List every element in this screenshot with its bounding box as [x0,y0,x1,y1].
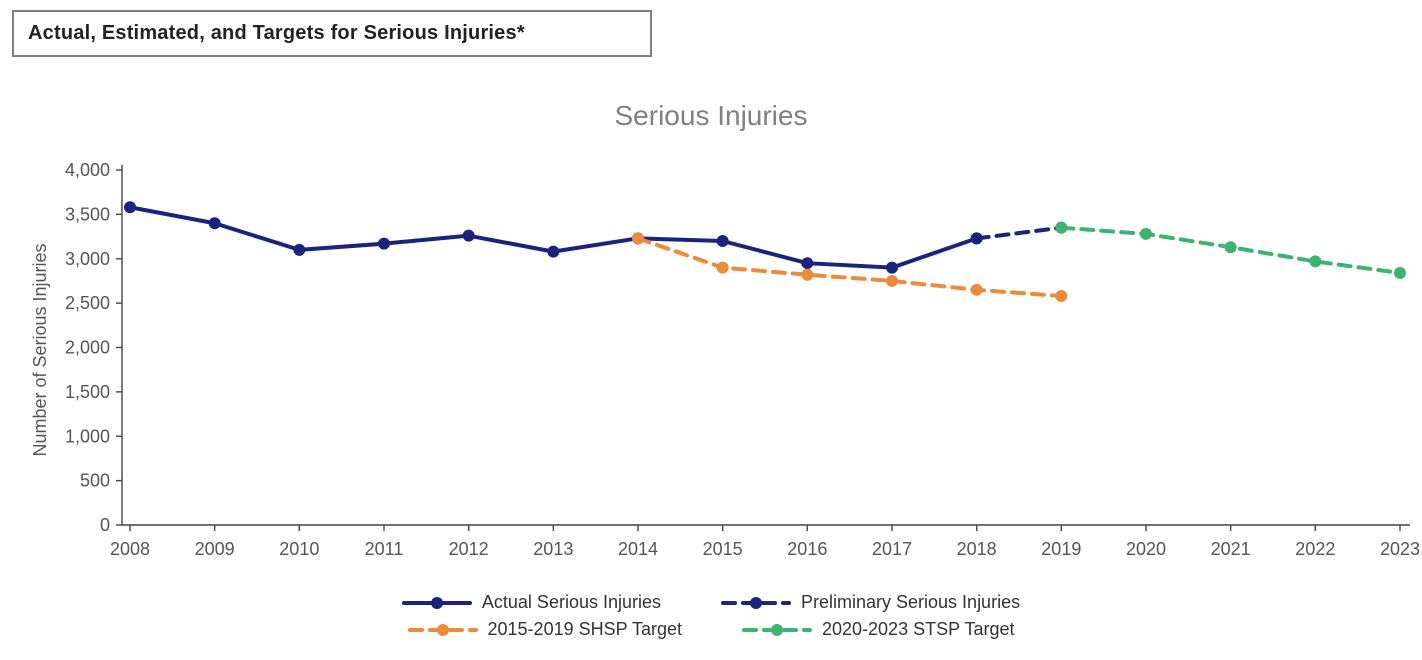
x-tick-label: 2011 [365,539,404,559]
chart-svg: 0 500 1,000 1,500 2,000 2,500 3,000 3,500 4,000 2… [0,150,1422,590]
chart-title: Serious Injuries [0,100,1422,132]
x-tick-label: 2016 [787,539,827,559]
series-marker-actual [801,257,813,269]
y-tick-label: 1,500 [65,382,110,402]
x-tick-label: 2019 [1041,539,1081,559]
x-tick-label: 2023 [1380,539,1420,559]
series-marker-stsp [1309,255,1321,267]
chart-container: Number of Serious Injuries 0 500 1,000 1,50… [0,150,1422,590]
y-tick-label: 0 [100,515,110,535]
x-tick-label: 2013 [533,539,573,559]
series-marker-actual [124,201,136,213]
y-tick-label: 3,000 [65,249,110,269]
series-marker-stsp [1055,222,1067,234]
series-marker-actual [293,244,305,256]
x-tick-label: 2022 [1295,539,1335,559]
series-marker-shsp [717,262,729,274]
x-tick-label: 2012 [449,539,489,559]
series-marker-actual [209,217,221,229]
x-tick-label: 2017 [872,539,912,559]
series-marker-stsp [1225,241,1237,253]
x-tick-label: 2014 [618,539,658,559]
y-axis-label: Number of Serious Injuries [30,170,51,530]
series-marker-stsp [1394,267,1406,279]
x-tick-label: 2010 [279,539,319,559]
legend-swatch-stsp [742,620,812,640]
y-tick-label: 4,000 [65,160,110,180]
header-title-box: Actual, Estimated, and Targets for Serio… [12,10,652,57]
legend-label-shsp: 2015-2019 SHSP Target [488,619,682,640]
y-tick-label: 3,500 [65,204,110,224]
legend-swatch-actual [402,593,472,613]
x-tick-label: 2008 [110,539,150,559]
x-tick-label: 2009 [195,539,235,559]
page: { "header": { "title": "Actual, Estimate… [0,0,1422,660]
x-tick-label: 2018 [957,539,997,559]
series-marker-stsp [1140,228,1152,240]
series-marker-actual [717,235,729,247]
y-tick-label: 2,000 [65,338,110,358]
legend-label-actual: Actual Serious Injuries [482,592,661,613]
series-marker-preliminary [971,232,983,244]
y-tick-label: 2,500 [65,293,110,313]
series-marker-shsp [632,232,644,244]
series-marker-actual [378,238,390,250]
header-title: Actual, Estimated, and Targets for Serio… [28,22,525,44]
x-tick-label: 2015 [703,539,743,559]
x-tick-label: 2021 [1211,539,1251,559]
legend-item-shsp: 2015-2019 SHSP Target [408,619,682,640]
series-line-preliminary [977,228,1062,239]
legend-row: 2015-2019 SHSP Target 2020-2023 STSP Targ… [0,619,1422,640]
legend-swatch-preliminary [721,593,791,613]
y-tick-label: 1,000 [65,426,110,446]
series-marker-actual [547,246,559,258]
series-marker-actual [463,230,475,242]
legend-row: Actual Serious Injuries Preliminary Serio… [0,592,1422,613]
series-marker-actual [886,262,898,274]
legend-item-preliminary: Preliminary Serious Injuries [721,592,1020,613]
y-tick-label: 500 [80,471,110,491]
series-marker-shsp [801,269,813,281]
series-marker-shsp [971,284,983,296]
legend-item-actual: Actual Serious Injuries [402,592,661,613]
legend: Actual Serious Injuries Preliminary Serio… [0,592,1422,646]
series-marker-shsp [1055,290,1067,302]
legend-item-stsp: 2020-2023 STSP Target [742,619,1014,640]
legend-swatch-shsp [408,620,478,640]
legend-label-stsp: 2020-2023 STSP Target [822,619,1014,640]
series-line-actual [130,207,977,267]
legend-label-preliminary: Preliminary Serious Injuries [801,592,1020,613]
series-marker-shsp [886,275,898,287]
x-tick-label: 2020 [1126,539,1166,559]
